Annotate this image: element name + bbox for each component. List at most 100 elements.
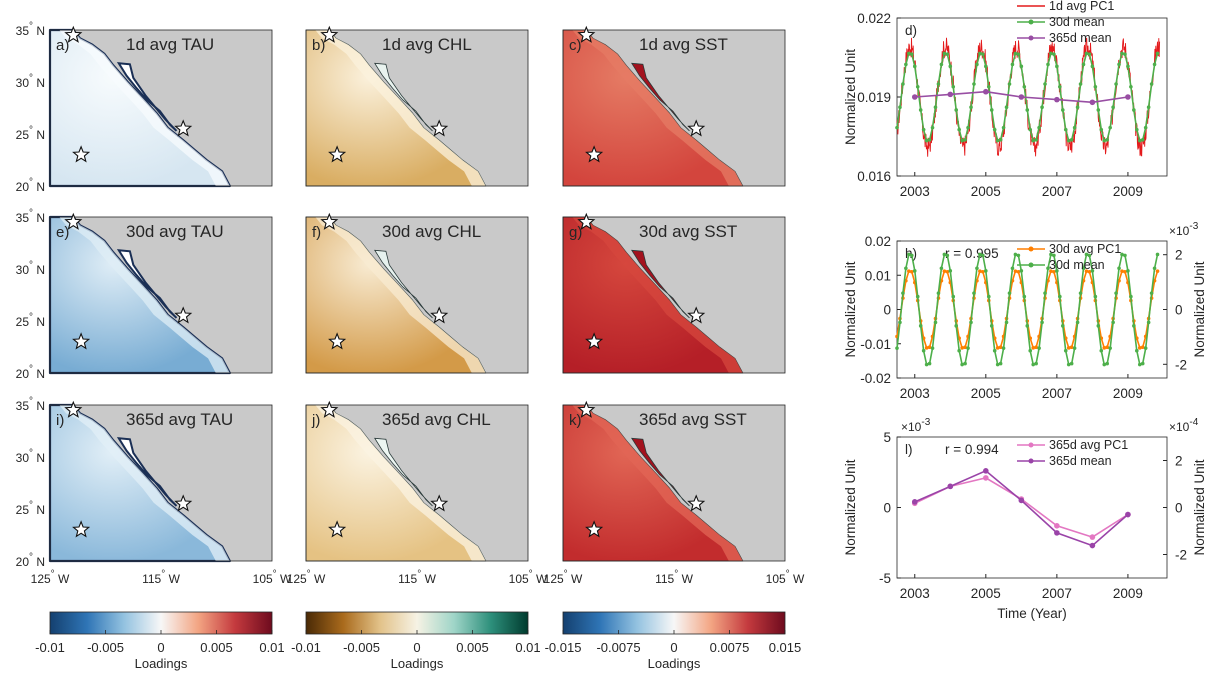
colorbar-tick-label: 0 — [413, 640, 420, 655]
series-marker — [945, 269, 950, 274]
series-marker — [947, 91, 954, 98]
series-marker — [1105, 345, 1109, 350]
map-frame — [305, 404, 529, 562]
y-tick-label: 5 — [883, 430, 891, 445]
map-panel-chl-4: f) 30d avg CHL — [305, 212, 529, 374]
lon-tick-label: 115° W — [142, 569, 180, 586]
x-tick-label: 2003 — [900, 586, 930, 601]
x-tick-label: 2007 — [1042, 386, 1072, 401]
panel-letter: a) — [56, 37, 69, 54]
x-axis-label: Time (Year) — [997, 606, 1067, 621]
series-marker — [1105, 138, 1109, 142]
legend-marker — [1028, 442, 1034, 448]
y-tick-label: 0.02 — [865, 234, 891, 249]
series-marker — [1018, 497, 1025, 504]
colorbar-label: Loadings — [135, 656, 188, 671]
series-marker — [1016, 269, 1021, 274]
colorbar-1: -0.01 -0.005 0 0.005 0.01 Loadings — [291, 611, 541, 671]
series-marker — [1111, 105, 1115, 110]
series-marker — [1069, 138, 1074, 142]
series-marker — [1031, 346, 1035, 350]
station-star-icon — [174, 306, 193, 324]
lat-tick-label: 25° N — [16, 500, 45, 517]
series-marker — [910, 269, 914, 274]
series-marker — [1137, 362, 1142, 367]
x-tick-label: 2005 — [971, 386, 1001, 401]
y2-tick-label: -2 — [1175, 548, 1187, 563]
series-marker — [1087, 269, 1092, 274]
station-star-icon — [64, 25, 83, 43]
series-marker — [1007, 291, 1012, 295]
series-marker — [1018, 94, 1025, 100]
series-marker — [1120, 269, 1124, 273]
gulf-of-california — [374, 62, 433, 132]
colorbar-0: -0.01 -0.005 0 0.005 0.01 Loadings — [35, 611, 285, 671]
series-marker — [1146, 105, 1151, 110]
lon-tick-label: 115° W — [398, 569, 436, 586]
coastal-band — [572, 405, 743, 561]
series-marker — [989, 324, 994, 328]
y2-tick-label: 2 — [1175, 454, 1183, 469]
map-frame — [49, 404, 273, 562]
series-marker — [904, 266, 908, 271]
coastal-band — [572, 217, 743, 373]
map-frame — [305, 216, 529, 374]
series-marker — [1152, 266, 1157, 271]
series-marker — [1054, 523, 1060, 529]
y-tick-label: 0.016 — [857, 169, 891, 184]
station-star-icon — [174, 494, 193, 512]
series-marker — [1155, 252, 1160, 257]
panel-title: 365d avg CHL — [382, 410, 491, 429]
panel-title: 1d avg TAU — [126, 35, 214, 54]
series-marker — [927, 138, 932, 142]
series-marker — [912, 269, 917, 273]
legend-marker — [1028, 458, 1034, 464]
series-marker — [960, 362, 964, 367]
series-marker — [984, 64, 988, 69]
series-marker — [948, 269, 953, 273]
series-marker — [998, 345, 1003, 350]
y-tick-label: -0.02 — [860, 371, 891, 386]
y-tick-label: 0 — [883, 303, 891, 318]
series-marker — [1001, 346, 1006, 350]
series-marker — [1010, 62, 1015, 67]
panel-title: 1d avg SST — [639, 35, 728, 54]
legend-label: 30d avg PC1 — [1049, 242, 1121, 256]
series-marker — [1132, 324, 1136, 328]
x-tick-label: 2003 — [900, 386, 930, 401]
series-marker — [1143, 346, 1148, 350]
series-marker — [1040, 320, 1044, 325]
series-marker — [1004, 105, 1009, 110]
series-marker — [1025, 108, 1030, 112]
series-marker — [1093, 84, 1098, 89]
series-marker — [1052, 253, 1056, 258]
series-marker — [1010, 266, 1015, 271]
series-marker — [978, 51, 982, 56]
colorbar-tick-label: 0.015 — [769, 640, 802, 655]
colorbar-tick-label: -0.0075 — [596, 640, 640, 655]
series-marker — [1081, 62, 1086, 67]
station-star-icon — [585, 520, 604, 538]
series-marker — [933, 320, 938, 325]
series-marker — [992, 348, 997, 353]
chart-h: 2003 2005 2007 20090.020.010-0.01-0.02Norma… — [843, 221, 1207, 401]
series-marker — [963, 361, 967, 366]
y-tick-label: 0.019 — [857, 90, 891, 105]
series-marker — [983, 475, 989, 481]
series-marker — [1114, 82, 1118, 86]
lat-tick-label: 30° N — [16, 260, 45, 277]
series-marker — [1137, 346, 1142, 350]
series-marker — [936, 82, 941, 86]
lat-tick-label: 20° N — [16, 552, 45, 569]
station-star-icon — [320, 212, 339, 230]
colorbar-tick-label: 0.01 — [515, 640, 540, 655]
series-marker — [911, 499, 918, 505]
map-frame — [49, 29, 273, 187]
series-marker — [1052, 269, 1056, 274]
panel-letter: i) — [56, 412, 64, 429]
station-star-icon — [328, 145, 347, 163]
station-star-icon — [687, 494, 706, 512]
series-marker — [986, 84, 991, 89]
panel-letter: e) — [56, 224, 69, 241]
